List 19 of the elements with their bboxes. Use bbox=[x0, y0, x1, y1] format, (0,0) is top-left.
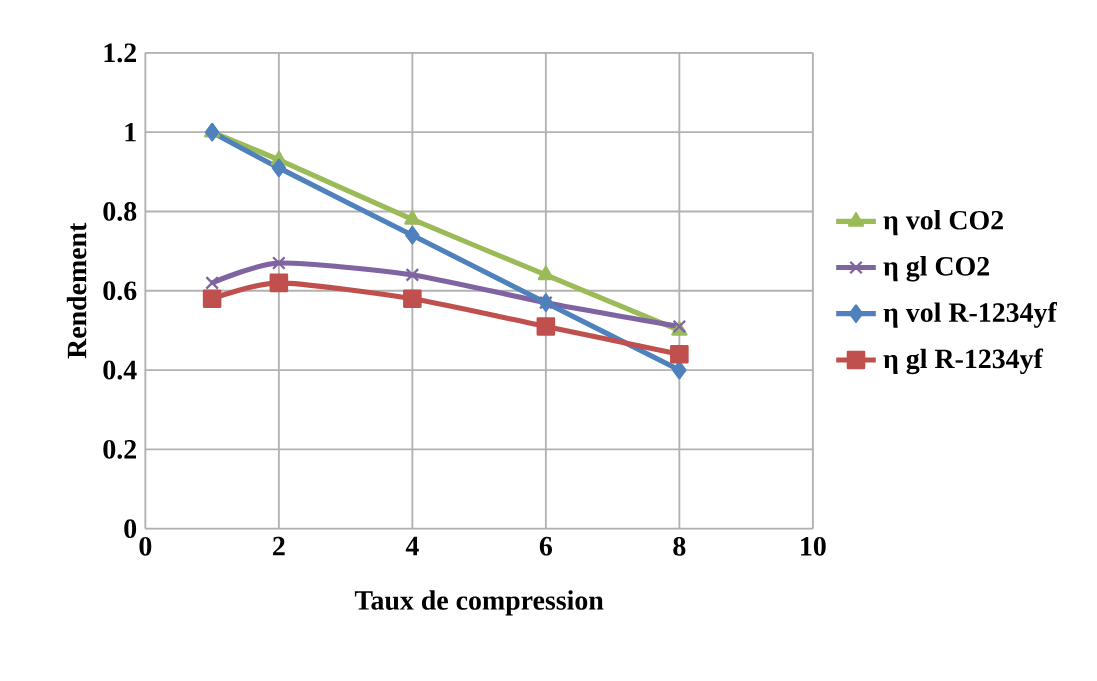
x-tick-label: 4 bbox=[405, 537, 419, 556]
legend-label: η gl R-1234yf bbox=[883, 348, 1044, 375]
y-tick-label: 0.8 bbox=[103, 202, 137, 222]
y-tick-label: 0 bbox=[124, 519, 137, 539]
y-axis-title: Rendement bbox=[66, 222, 87, 359]
y-tick-label: 0.6 bbox=[103, 281, 137, 301]
x-tick-label: 2 bbox=[273, 537, 285, 556]
y-tick-label: 0.2 bbox=[103, 440, 136, 460]
y-tick-label: 1 bbox=[125, 123, 136, 142]
legend-label: η vol R-1234yf bbox=[883, 302, 1058, 328]
x-tick-label: 10 bbox=[801, 537, 826, 556]
y-tick-label: 0.4 bbox=[103, 360, 137, 380]
x-tick-label: 8 bbox=[673, 537, 686, 556]
y-tick-label: 1.2 bbox=[104, 43, 136, 63]
x-tick-label: 0 bbox=[139, 537, 152, 556]
x-tick-label: 6 bbox=[539, 537, 552, 556]
x-axis-title: Taux de compression bbox=[354, 590, 604, 616]
legend-label: η gl CO2 bbox=[883, 256, 990, 282]
legend-label: η vol CO2 bbox=[883, 210, 1003, 236]
